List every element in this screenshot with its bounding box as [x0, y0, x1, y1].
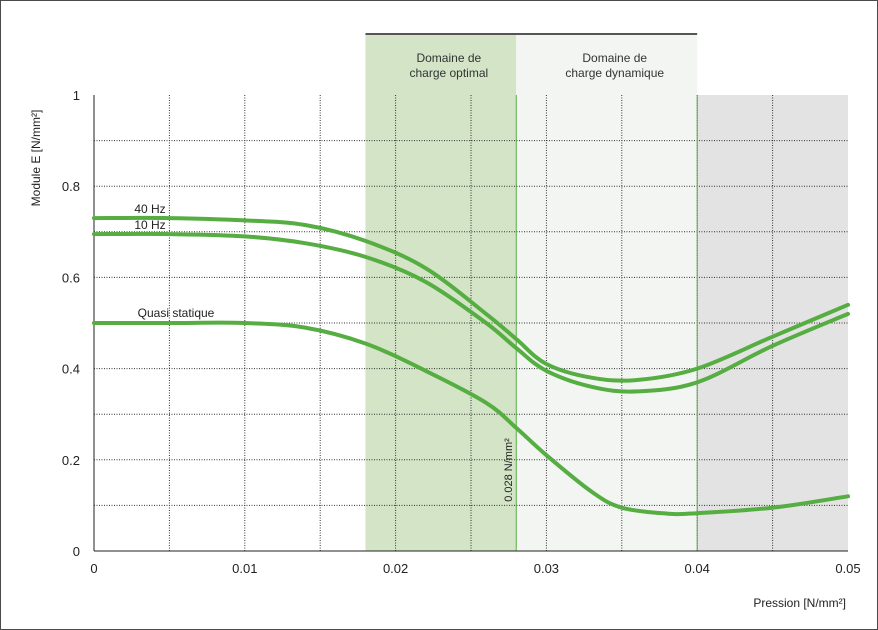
x-tick-label: 0.01 — [232, 561, 257, 576]
zone-header-0 — [365, 35, 517, 95]
zone-label-line1-1: Domaine de — [582, 51, 647, 65]
series-label-2: Quasi statique — [138, 306, 215, 320]
series-label-0: 40 Hz — [134, 202, 165, 216]
y-tick-label: 0.8 — [62, 179, 80, 194]
x-tick-label: 0.05 — [835, 561, 860, 576]
y-tick-label: 0.2 — [62, 453, 80, 468]
y-axis-title: Module E [N/mm²] — [29, 110, 43, 207]
series-label-1: 10 Hz — [134, 218, 165, 232]
series-line-2 — [92, 320, 850, 517]
x-axis-title: Pression [N/mm²] — [753, 596, 846, 610]
marker-label: 0.028 N/mm² — [503, 438, 515, 502]
zone-band-0 — [365, 95, 517, 551]
zone-label-line2-1: charge dynamique — [565, 66, 664, 80]
y-tick-label: 0.4 — [62, 362, 80, 377]
zone-header-1 — [516, 35, 698, 95]
x-tick-label: 0.03 — [534, 561, 559, 576]
zone-label-line2-0: charge optimal — [409, 66, 488, 80]
x-tick-label: 0.04 — [685, 561, 710, 576]
x-tick-label: 0.02 — [383, 561, 408, 576]
series-line-0 — [92, 215, 850, 383]
zone-label-line1-0: Domaine de — [416, 51, 481, 65]
y-tick-label: 0.6 — [62, 270, 80, 285]
y-tick-label: 1 — [73, 88, 80, 103]
x-tick-label: 0 — [90, 561, 97, 576]
y-tick-label: 0 — [73, 544, 80, 559]
series-line-1 — [92, 231, 850, 394]
